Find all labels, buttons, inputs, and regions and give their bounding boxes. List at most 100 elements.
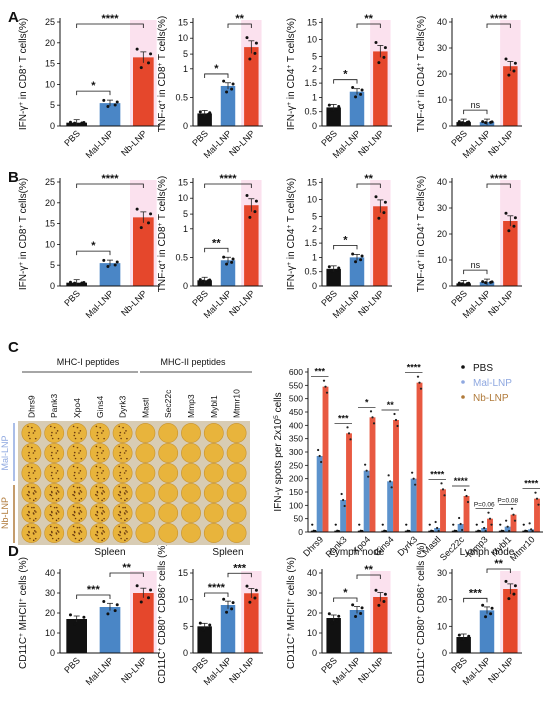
data-point bbox=[383, 46, 387, 50]
well-spot bbox=[95, 513, 97, 516]
well-spot bbox=[28, 510, 30, 513]
y-tick-label: 20 bbox=[437, 69, 447, 79]
well-spot bbox=[123, 452, 126, 454]
data-point bbox=[82, 281, 86, 285]
well-spot bbox=[118, 445, 120, 448]
data-point bbox=[115, 260, 119, 264]
data-point bbox=[208, 111, 212, 115]
well-spot bbox=[32, 452, 35, 454]
well-spot bbox=[72, 525, 75, 528]
y-tick-label: 0 bbox=[183, 121, 188, 131]
y-tick-label: 10 bbox=[437, 255, 447, 265]
well-spot bbox=[79, 510, 82, 512]
data-point bbox=[139, 226, 143, 230]
well-spot bbox=[95, 465, 98, 468]
significance-label: ** bbox=[494, 558, 503, 570]
well-spot bbox=[50, 534, 53, 537]
significance-label: ** bbox=[235, 13, 244, 25]
well-spot bbox=[34, 497, 37, 500]
well-spot bbox=[99, 526, 102, 529]
y-tick-label: 0 bbox=[183, 281, 188, 291]
well-spot bbox=[78, 526, 81, 529]
significance-label: ** bbox=[122, 562, 131, 574]
well-spot bbox=[99, 446, 102, 449]
panel-letter-d: D bbox=[8, 543, 19, 560]
well-spot bbox=[124, 486, 126, 489]
plate-well bbox=[226, 503, 247, 523]
significance-label: **** bbox=[208, 582, 226, 594]
legend-marker bbox=[461, 395, 465, 399]
data-point bbox=[360, 254, 364, 258]
y-tick-label: 15 bbox=[307, 17, 317, 27]
data-point bbox=[149, 588, 153, 592]
well-spot bbox=[50, 454, 53, 457]
significance-label: * bbox=[91, 240, 96, 252]
significance-bracket bbox=[109, 572, 144, 577]
y-tick-label: 10 bbox=[307, 194, 317, 204]
x-tick-label: Mal-LNP bbox=[84, 128, 116, 160]
well-spot bbox=[96, 474, 98, 477]
well-spot bbox=[51, 451, 53, 454]
significance-bracket bbox=[76, 183, 144, 188]
well-spot bbox=[32, 432, 35, 434]
significance-bracket bbox=[76, 250, 111, 256]
data-point bbox=[460, 121, 464, 125]
y-axis-label: IFN-γ+ in CD4+ T cells(%) bbox=[286, 178, 298, 290]
well-spot bbox=[56, 470, 59, 472]
data-point bbox=[382, 211, 386, 215]
well-spot bbox=[78, 539, 81, 542]
data-point bbox=[411, 471, 414, 474]
well-spot bbox=[96, 454, 98, 457]
mhc1-label: MHC-I peptides bbox=[57, 357, 120, 367]
well-spot bbox=[117, 533, 120, 536]
data-point bbox=[317, 448, 320, 452]
bar-mal-lnp-pank3 bbox=[340, 500, 347, 532]
significance-bracket bbox=[463, 597, 488, 603]
row-label-nb: Nb-LNP bbox=[0, 497, 10, 529]
legend-label: Mal-LNP bbox=[473, 378, 512, 389]
data-point bbox=[507, 229, 511, 233]
bar-mal-lnp-mastl bbox=[434, 528, 441, 532]
data-point bbox=[253, 596, 257, 600]
well-spot bbox=[50, 530, 53, 533]
data-point bbox=[504, 211, 508, 215]
plate-well bbox=[181, 523, 201, 543]
data-point bbox=[481, 120, 485, 124]
y-tick-label: 0 bbox=[442, 121, 447, 131]
well-spot bbox=[120, 457, 122, 460]
well-spot bbox=[57, 511, 60, 513]
plate-well bbox=[203, 463, 224, 483]
data-point bbox=[441, 488, 445, 491]
well-spot bbox=[124, 513, 126, 515]
plate-well bbox=[135, 423, 156, 443]
data-point bbox=[460, 637, 464, 641]
data-point bbox=[248, 600, 252, 604]
well-spot bbox=[29, 497, 31, 500]
significance-bracket bbox=[333, 597, 358, 602]
data-point bbox=[325, 391, 329, 394]
data-point bbox=[201, 113, 205, 117]
plate-well bbox=[112, 443, 133, 463]
y-tick-label: 0 bbox=[298, 527, 303, 537]
well-spot bbox=[79, 470, 82, 472]
plate-well bbox=[226, 483, 247, 503]
data-point bbox=[374, 40, 378, 44]
well-spot bbox=[34, 537, 37, 540]
well-spot bbox=[96, 534, 98, 537]
well-spot bbox=[101, 472, 103, 474]
well-spot bbox=[51, 431, 53, 434]
y-tick-label: 0 bbox=[442, 281, 447, 291]
data-point bbox=[504, 57, 508, 61]
well-spot bbox=[80, 491, 83, 493]
bar-nb-lnp-pank3 bbox=[346, 433, 352, 532]
data-point bbox=[512, 69, 516, 73]
well-spot bbox=[29, 537, 31, 540]
data-point bbox=[68, 613, 72, 617]
well-spot bbox=[49, 485, 52, 488]
y-tick-label: 5 bbox=[50, 100, 55, 110]
well-spot bbox=[103, 517, 105, 520]
plate-column-label: Pank3 bbox=[49, 394, 59, 418]
y-tick-label: 1 bbox=[183, 224, 188, 234]
well-spot bbox=[80, 531, 83, 533]
data-point bbox=[440, 482, 443, 485]
